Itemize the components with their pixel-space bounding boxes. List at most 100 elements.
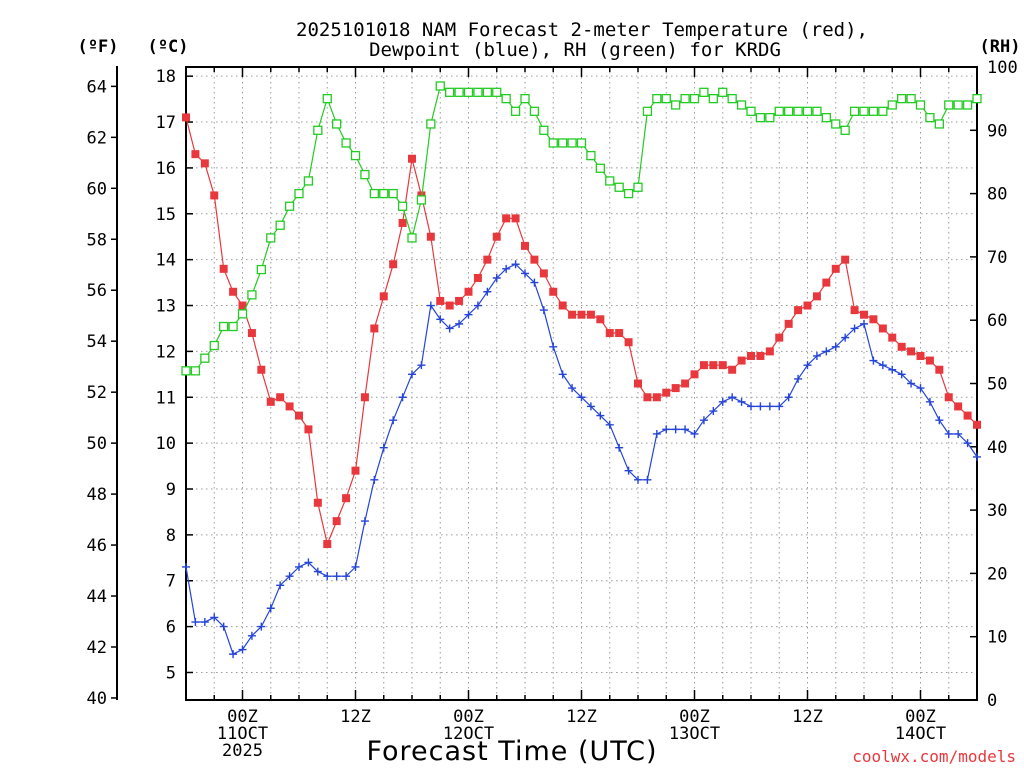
temperature-point (643, 393, 652, 402)
rh-tick-label: 0 (987, 691, 997, 711)
rh-point (812, 106, 822, 116)
rh-point (256, 264, 266, 275)
dewpoint-point (521, 269, 529, 278)
dewpoint-point (502, 264, 511, 273)
temperature-point (690, 370, 699, 379)
dewpoint-point (643, 475, 652, 484)
dewpoint-point (841, 333, 850, 342)
temperature-point (483, 255, 492, 264)
dewpoint-point (615, 443, 624, 452)
rh-point (275, 220, 285, 230)
rh-point (190, 366, 201, 376)
rh-point (906, 94, 916, 104)
x-tick-label: 12Z (566, 707, 597, 727)
rh-point (887, 100, 897, 110)
temperature-point (822, 278, 831, 287)
temperature-point (624, 338, 633, 347)
rh-point (953, 100, 963, 110)
rh-tick-label: 70 (987, 248, 1007, 268)
rh-point (219, 321, 229, 332)
rh-tick-label: 60 (987, 311, 1007, 331)
temperature-point (549, 287, 558, 296)
temperature-point (935, 365, 944, 374)
rh-point (661, 94, 671, 104)
temperature-point (709, 361, 718, 370)
dewpoint-point (662, 425, 671, 434)
rh-point (388, 188, 398, 199)
dewpoint-point (191, 618, 200, 627)
credit-text: coolwx.com/models (852, 747, 1016, 766)
dewpoint-point (417, 361, 426, 370)
temperature-point (671, 384, 680, 393)
dewpoint-point (568, 384, 577, 393)
temperature-point (323, 540, 332, 549)
rh-point (539, 125, 549, 135)
temperature-point (634, 379, 642, 388)
dewpoint-point (831, 342, 840, 351)
rh-point (849, 106, 860, 116)
celsius-tick-label: 9 (166, 480, 176, 500)
series-group (181, 81, 982, 659)
rh-point (501, 94, 511, 104)
dewpoint-point (379, 443, 388, 452)
dewpoint-point (897, 370, 906, 379)
temperature-point (841, 255, 850, 264)
dewpoint-point (238, 645, 247, 654)
dewpoint-point (605, 420, 614, 429)
temperature-point (229, 287, 238, 296)
temperature-point (455, 296, 464, 305)
temperature-point (492, 232, 501, 241)
dewpoint-point (652, 429, 661, 438)
temperature-point (944, 393, 953, 402)
dewpoint-point (803, 361, 812, 370)
rh-point (237, 309, 248, 319)
temperature-point (784, 319, 793, 328)
rh-point (567, 138, 577, 148)
temperature-point (408, 154, 416, 163)
temperature-point (954, 402, 963, 411)
temperature-point (596, 315, 605, 324)
temperature-point (907, 347, 916, 356)
dewpoint-point (408, 370, 416, 379)
celsius-tick-label: 6 (166, 618, 176, 638)
temperature-point (342, 494, 351, 503)
dewpoint-point (483, 287, 492, 296)
temperature-point (897, 342, 906, 351)
chart-title-line-1: 2025101018 NAM Forecast 2-meter Temperat… (296, 19, 868, 41)
rh-point (294, 188, 304, 199)
dewpoint-point (229, 650, 238, 659)
temperature-point (285, 402, 294, 411)
dewpoint-point (389, 416, 398, 425)
temperature-point (925, 356, 934, 365)
rh-point (652, 94, 662, 104)
x-tick-label: 14OCT (895, 724, 946, 744)
temperature-point (652, 393, 661, 402)
dewpoint-point (812, 351, 821, 360)
temperature-point (699, 361, 708, 370)
temperature-point (351, 466, 360, 475)
rh-point (623, 188, 634, 199)
temperature-point (718, 361, 727, 370)
temperature-point (775, 333, 784, 342)
fahrenheit-tick-label: 50 (87, 434, 107, 454)
temperature-point (850, 306, 859, 315)
x-tick-label: 00Z (679, 707, 710, 727)
dewpoint-point (332, 572, 341, 581)
dewpoint-point (878, 361, 887, 370)
dewpoint-point (944, 429, 953, 438)
axes: 4042444648505254565860626456789101112131… (87, 58, 1018, 711)
temperature-point (577, 310, 586, 319)
chart-title-line-2: Dewpoint (blue), RH (green) for KRDG (369, 39, 781, 61)
temperature-point (963, 411, 972, 420)
fahrenheit-tick-label: 58 (87, 230, 107, 250)
dewpoint-point (370, 475, 379, 484)
rh-point (718, 87, 728, 97)
temperature-point (737, 356, 746, 365)
fahrenheit-tick-label: 60 (87, 179, 107, 199)
temperature-point (605, 329, 614, 338)
dewpoint-point (737, 397, 746, 406)
rh-tick-label: 90 (987, 121, 1007, 141)
rh-point (765, 112, 775, 123)
temperature-point (747, 351, 755, 360)
